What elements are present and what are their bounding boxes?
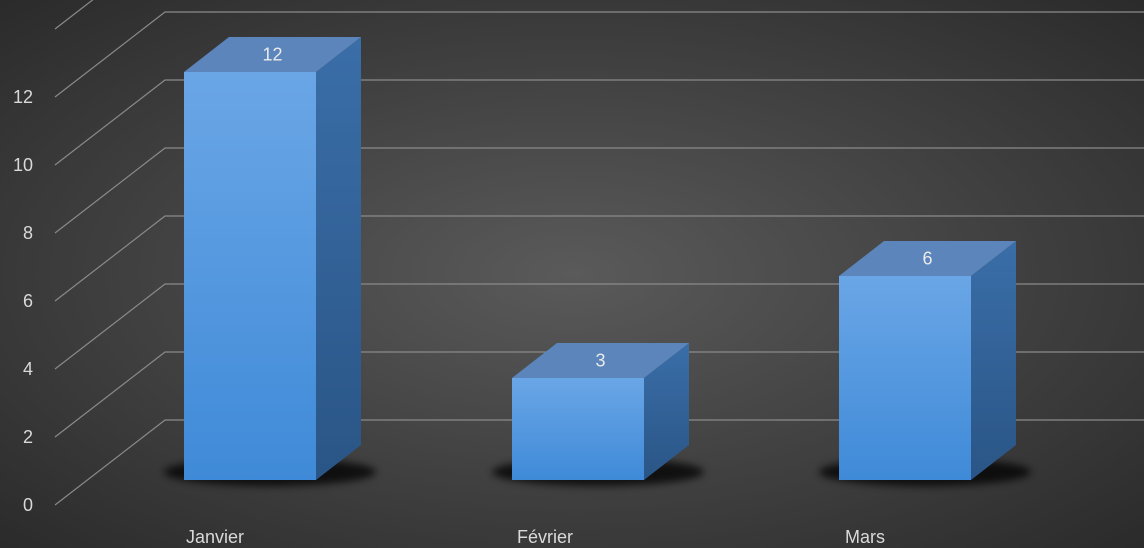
- gridline: [54, 215, 1144, 302]
- bar-mars: [839, 241, 1016, 480]
- category-label: Janvier: [186, 527, 244, 547]
- y-tick-label: 0: [23, 495, 33, 515]
- gridline: [54, 147, 1144, 234]
- bar-top-face: [512, 343, 689, 378]
- data-labels: 12 3 6: [262, 45, 932, 371]
- data-label: 6: [922, 249, 932, 269]
- gridline: [54, 351, 1144, 438]
- category-label: Mars: [845, 527, 885, 547]
- y-tick-label: 6: [23, 291, 33, 311]
- gridline: [54, 11, 1144, 98]
- bar-front-face: [512, 378, 644, 480]
- y-tick-label: 12: [13, 87, 33, 107]
- data-label: 12: [262, 45, 282, 65]
- data-label: 3: [595, 351, 605, 371]
- y-tick-label: 10: [13, 155, 33, 175]
- gridlines: [54, 0, 1144, 506]
- bar-top-face: [839, 241, 1016, 276]
- gridline: [54, 283, 1144, 370]
- gridline: [54, 79, 1144, 166]
- bar-front-face: [184, 72, 316, 480]
- bar-side-face: [316, 37, 361, 480]
- bar-top-face: [184, 37, 361, 72]
- bar-février: [512, 343, 689, 480]
- bars: [184, 37, 1016, 480]
- bar-janvier: [184, 37, 361, 480]
- y-tick-label: 2: [23, 427, 33, 447]
- gridline-top: [54, 0, 94, 30]
- category-labels: Janvier Février Mars: [186, 527, 885, 547]
- bar-side-face: [971, 241, 1016, 480]
- y-axis-ticks: 0 2 4 6 8 10 12: [13, 87, 33, 515]
- bar-front-face: [839, 276, 971, 480]
- gridline: [54, 419, 1144, 506]
- y-tick-label: 4: [23, 359, 33, 379]
- bar-side-face: [644, 343, 689, 480]
- category-label: Février: [517, 527, 573, 547]
- y-tick-label: 8: [23, 223, 33, 243]
